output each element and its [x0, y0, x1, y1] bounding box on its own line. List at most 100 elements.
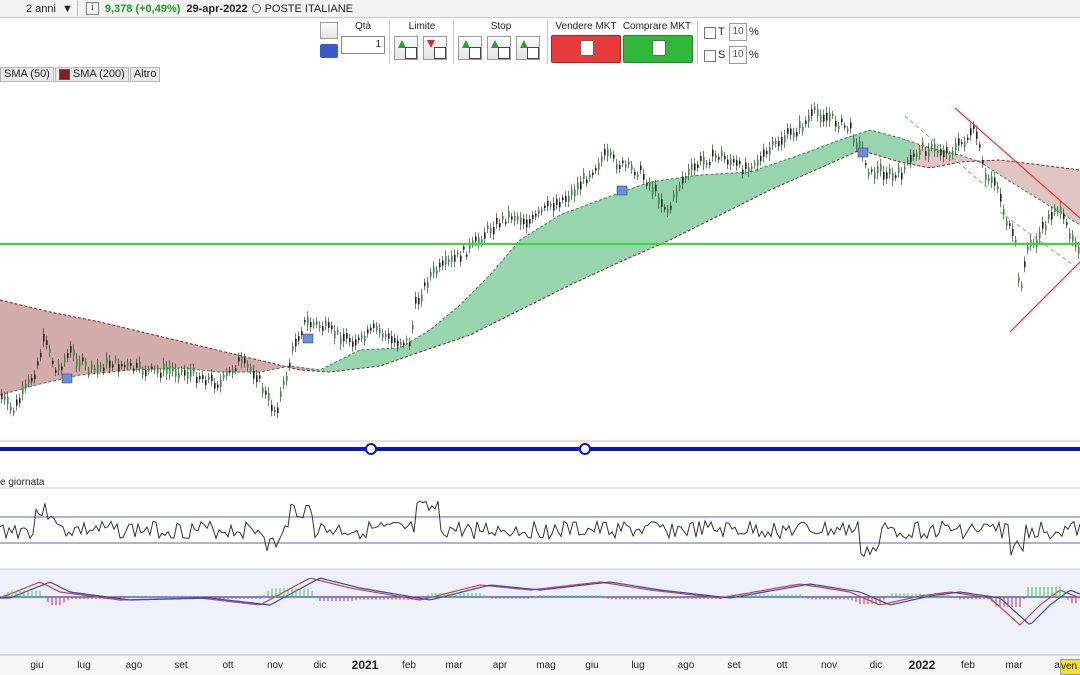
event-flag-icon	[857, 147, 869, 158]
candle-body	[10, 406, 12, 411]
candle-body	[130, 362, 132, 366]
rsi-line	[0, 500, 1080, 558]
candle-body	[223, 374, 225, 378]
candle-body	[412, 324, 414, 330]
trend-dashed-lower	[999, 211, 1080, 271]
event-flag-icon	[616, 185, 628, 196]
candle-body	[253, 370, 255, 379]
candle-body	[802, 126, 804, 132]
candle-body	[691, 163, 693, 171]
stop-sell-button[interactable]	[487, 36, 511, 60]
candle-body	[988, 177, 990, 182]
wrench-icon[interactable]	[320, 22, 338, 39]
candle-body	[577, 182, 579, 190]
candle-body	[916, 153, 918, 157]
candle-body	[571, 189, 573, 196]
take-profit-checkbox[interactable]	[704, 27, 716, 39]
candle-body	[442, 260, 444, 266]
legend-sma200[interactable]: SMA (200)	[54, 67, 129, 82]
candle-body	[781, 137, 783, 145]
candle-body	[808, 115, 810, 123]
period-selector[interactable]: 2 anni ▼	[0, 1, 78, 16]
limit-label: Limite	[408, 21, 436, 32]
candle-body	[961, 141, 963, 145]
candle-body	[631, 165, 633, 170]
candle-body	[52, 361, 54, 364]
sma200-swatch	[58, 69, 70, 80]
macd-layer	[0, 577, 1080, 626]
legend-sma50[interactable]: SMA (50)	[0, 67, 54, 82]
candle-body	[436, 269, 438, 275]
candle-body	[907, 160, 909, 163]
quantity-input[interactable]: 1	[341, 36, 385, 54]
sma50-line	[0, 129, 1080, 396]
limit-sell-button[interactable]	[423, 36, 447, 60]
candle-body	[622, 160, 624, 164]
candle-body	[607, 149, 609, 157]
take-profit-input[interactable]: 10	[729, 23, 747, 41]
candle-body	[595, 167, 597, 171]
legend-altro[interactable]: Altro	[129, 67, 161, 82]
candle-body	[742, 169, 744, 175]
candle-body	[214, 382, 216, 389]
candle-body	[1069, 232, 1071, 239]
candle-body	[841, 118, 843, 122]
candle-body	[676, 190, 678, 198]
keyboard-icon[interactable]	[320, 44, 338, 58]
candle-body	[1063, 213, 1065, 220]
market-radio[interactable]	[251, 4, 261, 13]
x-tick-label: lug	[631, 660, 645, 671]
candle-body	[367, 329, 369, 334]
candle-body	[463, 246, 465, 250]
candle-body	[655, 184, 657, 192]
candle-body	[25, 383, 27, 389]
candle-body	[415, 296, 417, 304]
candle-body	[556, 199, 558, 205]
s-label: S	[718, 49, 726, 61]
candle-body	[229, 370, 231, 373]
candle-body	[550, 203, 552, 207]
candle-body	[1015, 239, 1017, 243]
candle-body	[772, 140, 774, 146]
candle-body	[181, 369, 183, 373]
candle-body	[478, 237, 480, 244]
candle-body	[358, 337, 360, 341]
limit-buy-button[interactable]	[394, 36, 418, 60]
candle-body	[949, 154, 951, 158]
buy-market-button[interactable]	[623, 35, 693, 63]
stop-loss-input[interactable]: 10	[729, 46, 747, 64]
candle-body	[658, 198, 660, 204]
candle-body	[952, 150, 954, 156]
candle-body	[589, 174, 591, 178]
candle-body	[16, 399, 18, 406]
candle-body	[976, 131, 978, 140]
rsi-layer	[0, 500, 1080, 558]
candle-body	[508, 210, 510, 218]
candle-body	[22, 386, 24, 395]
candle-body	[472, 240, 474, 244]
candle-body	[151, 366, 153, 369]
event-flag-icon	[302, 333, 314, 344]
candle-body	[652, 187, 654, 195]
stop-limit-button[interactable]	[516, 36, 540, 60]
stop-loss-checkbox[interactable]	[704, 50, 716, 62]
candle-body	[70, 346, 72, 353]
candle-body	[4, 395, 6, 401]
candle-body	[586, 179, 588, 184]
candle-body	[76, 358, 78, 367]
sell-market-button[interactable]	[551, 35, 621, 63]
candle-body	[1030, 239, 1032, 247]
candle-body	[265, 390, 267, 395]
info-icon[interactable]: i	[85, 2, 99, 15]
last-price: 9,378 (+0,49%)	[104, 2, 181, 15]
stop-buy-button[interactable]	[458, 36, 482, 60]
chevron-down-icon: ▼	[61, 2, 73, 15]
candle-body	[334, 330, 336, 339]
candle-body	[139, 361, 141, 369]
candle-body	[13, 410, 15, 414]
candle-body	[931, 144, 933, 148]
candle-body	[985, 173, 987, 181]
divider	[697, 20, 698, 64]
candle-body	[685, 176, 687, 180]
